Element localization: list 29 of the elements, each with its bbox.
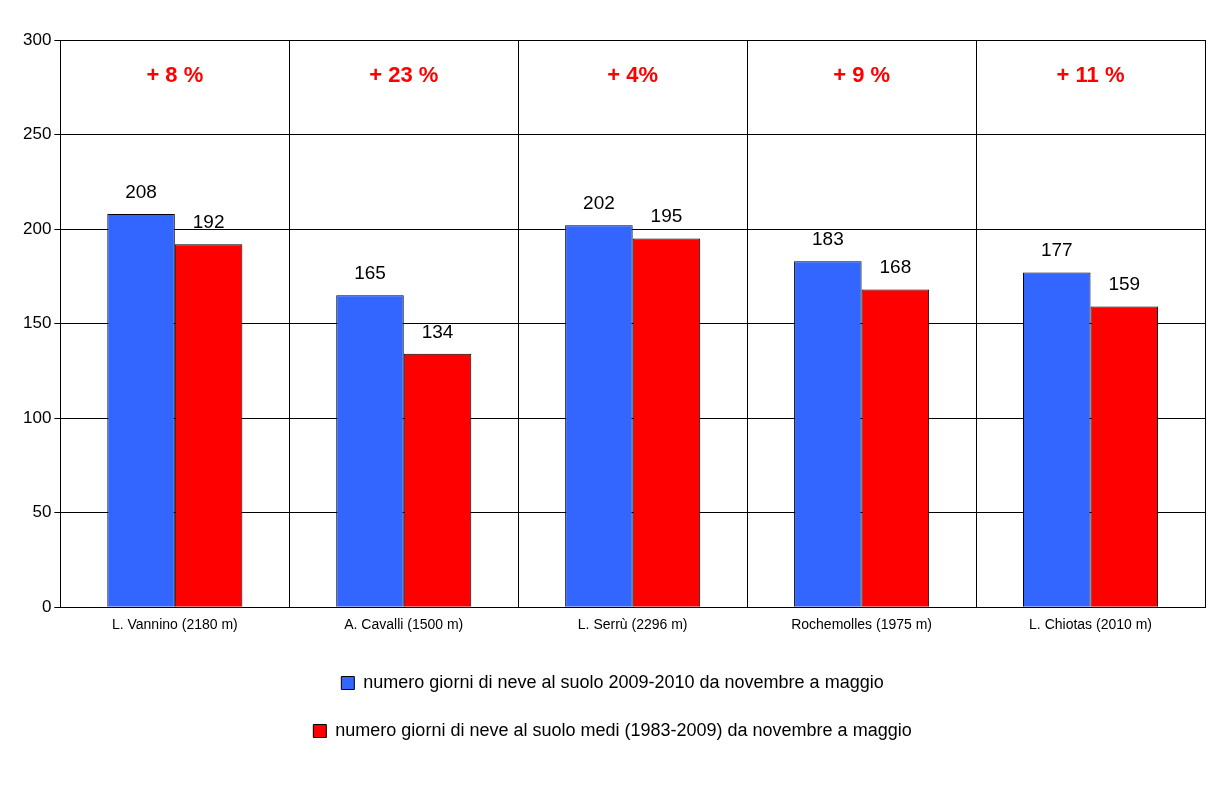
- data-label: 195: [650, 205, 683, 227]
- annotation: + 4%: [607, 61, 659, 87]
- annotation: + 8 %: [146, 61, 204, 87]
- data-label: 208: [125, 180, 157, 202]
- y-tick-label: 100: [22, 407, 52, 427]
- data-label: 192: [192, 210, 225, 232]
- annotation: + 11 %: [1056, 61, 1125, 87]
- x-tick-label: L. Vannino (2180 m): [111, 616, 238, 633]
- data-label: 183: [811, 227, 844, 249]
- legend-label: numero giorni di neve al suolo 2009-2010 da novembre a maggio: [363, 671, 884, 692]
- data-label: 159: [1108, 273, 1141, 295]
- x-tick-label: L. Chiotas (2010 m): [1029, 616, 1153, 633]
- x-tick-label: L. Serrù (2296 m): [577, 616, 688, 633]
- data-label: 168: [879, 256, 912, 278]
- x-tick-label: Rochemolles (1975 m): [791, 616, 933, 633]
- data-label: 177: [1040, 239, 1073, 261]
- y-tick-label: 150: [22, 313, 52, 333]
- y-tick-label: 50: [32, 502, 52, 522]
- x-tick-label: A. Cavalli (1500 m): [344, 616, 464, 633]
- y-tick-label: 0: [41, 596, 52, 616]
- data-label: 165: [354, 261, 386, 283]
- data-label: 202: [583, 192, 615, 214]
- legend-label: numero giorni di neve al suolo medi (1983-2009) da novembre a maggio: [335, 719, 912, 740]
- annotation: + 9 %: [833, 61, 891, 87]
- data-label: 134: [421, 320, 454, 342]
- y-tick-label: 250: [22, 124, 52, 144]
- y-tick-label: 300: [22, 29, 52, 49]
- annotation: + 23 %: [369, 61, 439, 87]
- y-tick-label: 200: [22, 218, 52, 238]
